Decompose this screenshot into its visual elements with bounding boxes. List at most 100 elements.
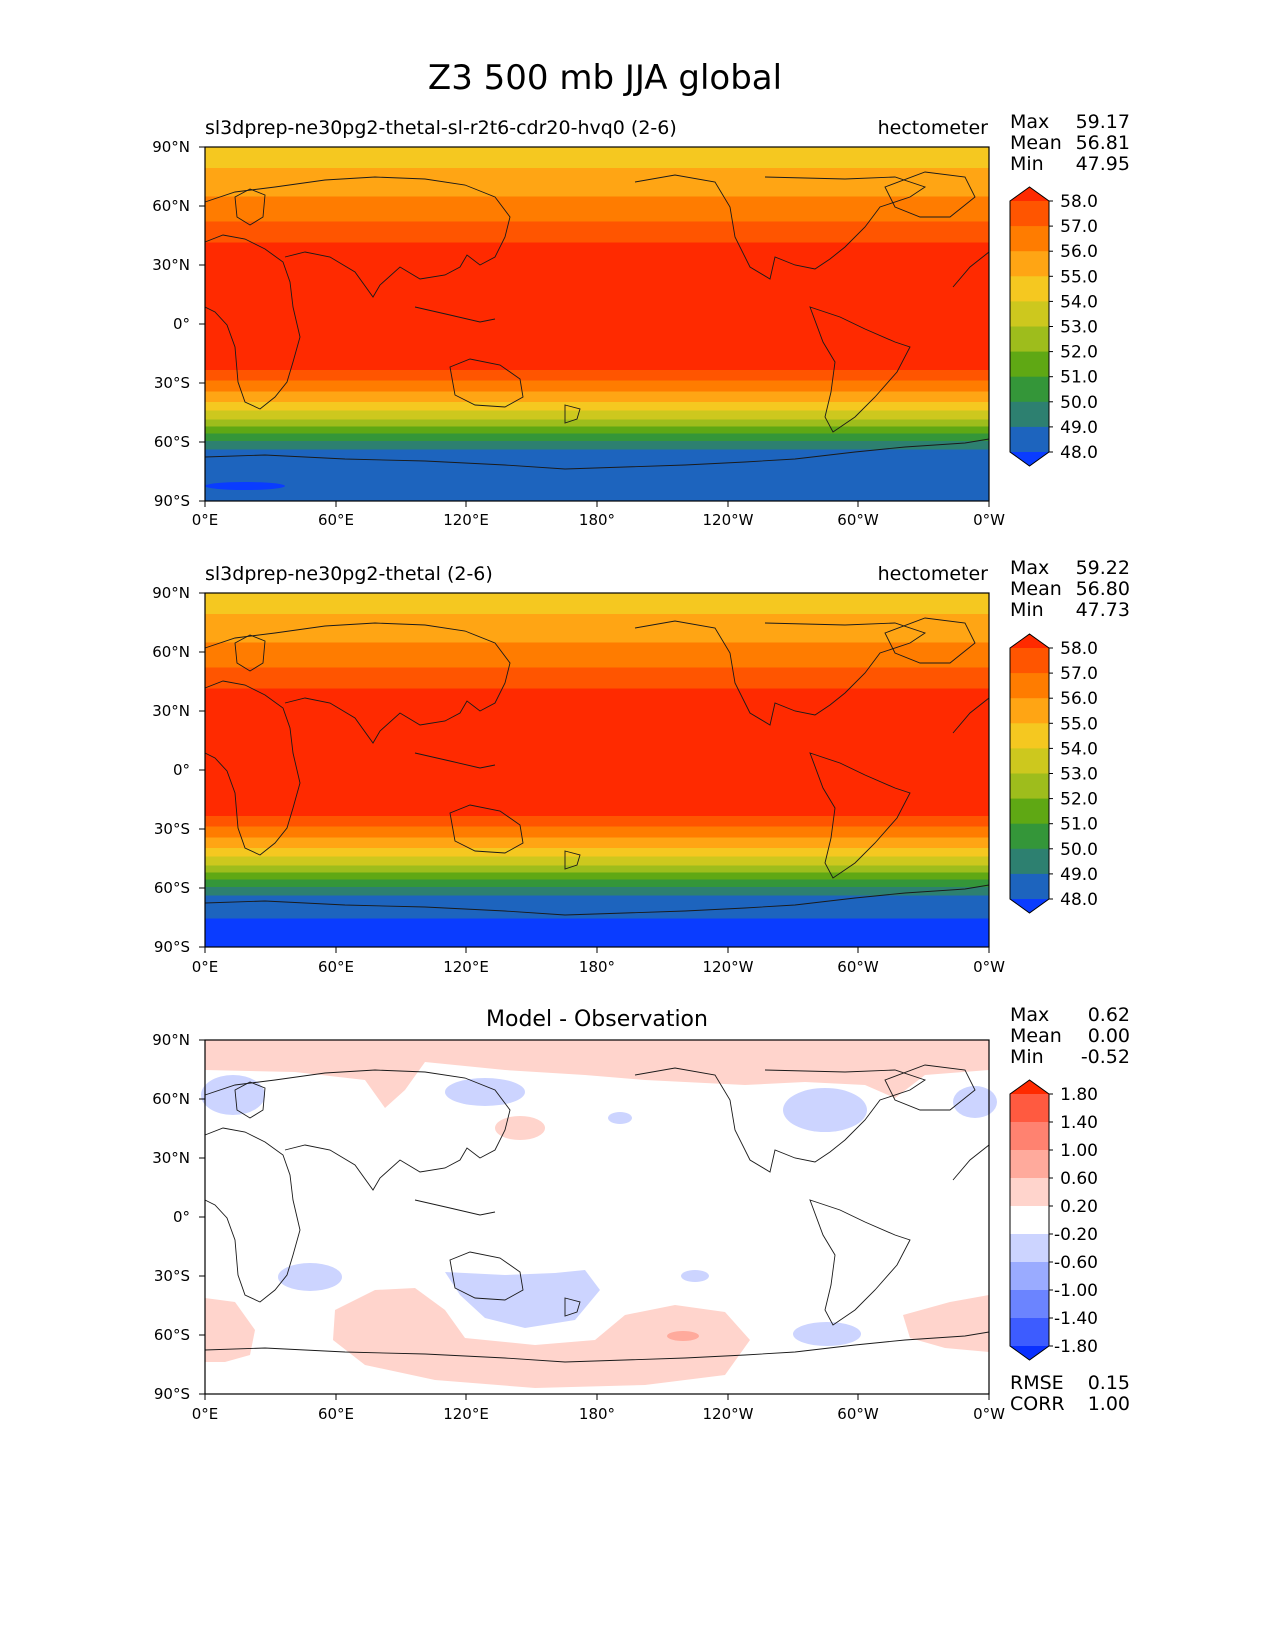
colorbar-label: 51.0 bbox=[1060, 368, 1098, 388]
colorbar-label: 57.0 bbox=[1060, 217, 1098, 237]
lon-tick: 60°E bbox=[318, 1405, 354, 1423]
rmse-value: 0.15 bbox=[1088, 1372, 1130, 1394]
colorbar-label: 55.0 bbox=[1060, 714, 1098, 734]
stat-label: Max bbox=[1010, 111, 1049, 133]
stat-label: Max bbox=[1010, 557, 1049, 579]
colorbar-swatch bbox=[1010, 673, 1049, 699]
colorbar-swatch bbox=[1010, 634, 1049, 648]
stat-label: Mean bbox=[1010, 1025, 1062, 1047]
stat-label: Min bbox=[1010, 153, 1044, 175]
stat-label: Mean bbox=[1010, 132, 1062, 154]
panel-3-metrics: RMSE 0.15 CORR 1.00 bbox=[1010, 1372, 1130, 1415]
lat-tick: 60°S bbox=[154, 1326, 190, 1344]
colorbar-swatch bbox=[1010, 848, 1049, 875]
colorbar-label: 51.0 bbox=[1060, 815, 1098, 835]
colorbar-label: 52.0 bbox=[1060, 790, 1098, 810]
colorbar-swatch bbox=[1010, 326, 1049, 353]
colorbar-swatch bbox=[1010, 1262, 1049, 1291]
lat-tick: 90°N bbox=[152, 584, 190, 602]
stat-value: 0.62 bbox=[1088, 1004, 1130, 1026]
colorbar-swatch bbox=[1010, 376, 1049, 403]
lat-tick: 60°N bbox=[152, 1090, 190, 1108]
colorbar-swatch bbox=[1010, 251, 1049, 277]
lon-tick: 60°W bbox=[837, 511, 879, 529]
lon-tick: 60°E bbox=[318, 511, 354, 529]
colorbar-label: -1.80 bbox=[1054, 1337, 1098, 1357]
colorbar-swatch bbox=[1010, 1234, 1049, 1263]
panel-1: sl3dprep-ne30pg2-thetal-sl-r2t6-cdr20-hv… bbox=[152, 111, 1130, 529]
panel-2-lon-ticks: 0°E 60°E 120°E 180° 120°W 60°W 0°W bbox=[192, 958, 1005, 976]
panel-3: Model - Observation 90°N 60°N 30°N 0° 30… bbox=[152, 1004, 1130, 1423]
corr-value: 1.00 bbox=[1088, 1393, 1130, 1415]
colorbar-label: 1.00 bbox=[1060, 1141, 1098, 1161]
colorbar-label: 55.0 bbox=[1060, 267, 1098, 287]
lat-tick: 90°S bbox=[154, 1385, 190, 1403]
colorbar-label: 1.80 bbox=[1060, 1085, 1098, 1105]
lon-tick: 0°W bbox=[973, 511, 1005, 529]
colorbar-swatch bbox=[1010, 226, 1049, 252]
panel-2-units: hectometer bbox=[878, 563, 989, 585]
colorbar-label: 0.60 bbox=[1060, 1169, 1098, 1189]
lon-tick: 60°W bbox=[837, 958, 879, 976]
panel-2-map bbox=[204, 592, 990, 948]
colorbar-label: 58.0 bbox=[1060, 192, 1098, 212]
colorbar-swatch bbox=[1010, 1178, 1049, 1207]
colorbar-label: -1.40 bbox=[1054, 1309, 1098, 1329]
lat-tick: 0° bbox=[173, 1208, 190, 1226]
colorbar-swatch bbox=[1010, 201, 1049, 227]
panel-3-lon-ticks: 0°E 60°E 120°E 180° 120°W 60°W 0°W bbox=[192, 1405, 1005, 1423]
panel-1-colorbar: 58.0 57.0 56.0 55.0 54.0 53.0 52.0 51.0 50.0 49.0… bbox=[1009, 186, 1098, 467]
colorbar-label: 49.0 bbox=[1060, 418, 1098, 438]
panel-1-lat-ticks: 90°N 60°N 30°N 0° 30°S 60°S 90°S bbox=[152, 138, 190, 510]
panel-1-lon-ticks: 0°E 60°E 120°E 180° 120°W 60°W 0°W bbox=[192, 511, 1005, 529]
colorbar-swatch bbox=[1010, 823, 1049, 850]
panel-2-colorbar: 58.0 57.0 56.0 55.0 54.0 53.0 52.0 51.0 50.0 49.0… bbox=[1009, 633, 1098, 914]
colorbar-label: 53.0 bbox=[1060, 765, 1098, 785]
colorbar-swatch bbox=[1010, 426, 1049, 453]
colorbar-label: 0.20 bbox=[1060, 1197, 1098, 1217]
panel-2-lon-tickmarks bbox=[204, 947, 990, 953]
stat-value: 56.80 bbox=[1076, 578, 1130, 600]
lon-tick: 0°E bbox=[192, 1405, 219, 1423]
lat-tick: 60°S bbox=[154, 433, 190, 451]
lat-tick: 90°N bbox=[152, 1031, 190, 1049]
colorbar-swatch bbox=[1010, 187, 1049, 201]
lat-tick: 30°N bbox=[152, 1149, 190, 1167]
colorbar-swatch bbox=[1010, 452, 1049, 466]
panel-1-title: sl3dprep-ne30pg2-thetal-sl-r2t6-cdr20-hv… bbox=[205, 117, 677, 139]
panel-2: sl3dprep-ne30pg2-thetal (2-6) hectometer… bbox=[152, 557, 1130, 976]
panel-1-field bbox=[205, 147, 989, 501]
panel-1-stats: Max 59.17 Mean 56.81 Min 47.95 bbox=[1010, 111, 1130, 175]
colorbar-label: 50.0 bbox=[1060, 393, 1098, 413]
colorbar-swatch bbox=[1010, 1150, 1049, 1179]
lon-tick: 120°E bbox=[443, 511, 489, 529]
panel-2-lat-ticks: 90°N 60°N 30°N 0° 30°S 60°S 90°S bbox=[152, 584, 190, 956]
panel-3-title: Model - Observation bbox=[486, 1007, 708, 1032]
colorbar-label: 53.0 bbox=[1060, 318, 1098, 338]
stat-value: 47.73 bbox=[1076, 599, 1130, 621]
stat-value: 59.22 bbox=[1076, 557, 1130, 579]
stat-value: 56.81 bbox=[1076, 132, 1130, 154]
panel-1-units: hectometer bbox=[878, 117, 989, 139]
colorbar-swatch bbox=[1010, 748, 1049, 774]
colorbar-swatch bbox=[1010, 301, 1049, 327]
colorbar-swatch bbox=[1010, 351, 1049, 378]
lat-tick: 90°N bbox=[152, 138, 190, 156]
stat-value: 59.17 bbox=[1076, 111, 1130, 133]
panel-3-lat-tickmarks bbox=[199, 1039, 205, 1395]
colorbar-swatch bbox=[1010, 276, 1049, 302]
colorbar-swatch bbox=[1010, 773, 1049, 800]
figure-title: Z3 500 mb JJA global bbox=[428, 58, 782, 98]
panel-1-lat-tickmarks bbox=[199, 146, 205, 502]
colorbar-label: 48.0 bbox=[1060, 443, 1098, 463]
lon-tick: 120°W bbox=[703, 511, 754, 529]
colorbar-label: 52.0 bbox=[1060, 343, 1098, 363]
panel-2-field bbox=[205, 593, 989, 947]
lat-tick: 30°S bbox=[154, 374, 190, 392]
colorbar-swatch bbox=[1010, 1080, 1049, 1094]
colorbar-label: 58.0 bbox=[1060, 639, 1098, 659]
colorbar-label: 57.0 bbox=[1060, 664, 1098, 684]
colorbar-label: 50.0 bbox=[1060, 840, 1098, 860]
lon-tick: 0°W bbox=[973, 1405, 1005, 1423]
lat-tick: 30°S bbox=[154, 820, 190, 838]
